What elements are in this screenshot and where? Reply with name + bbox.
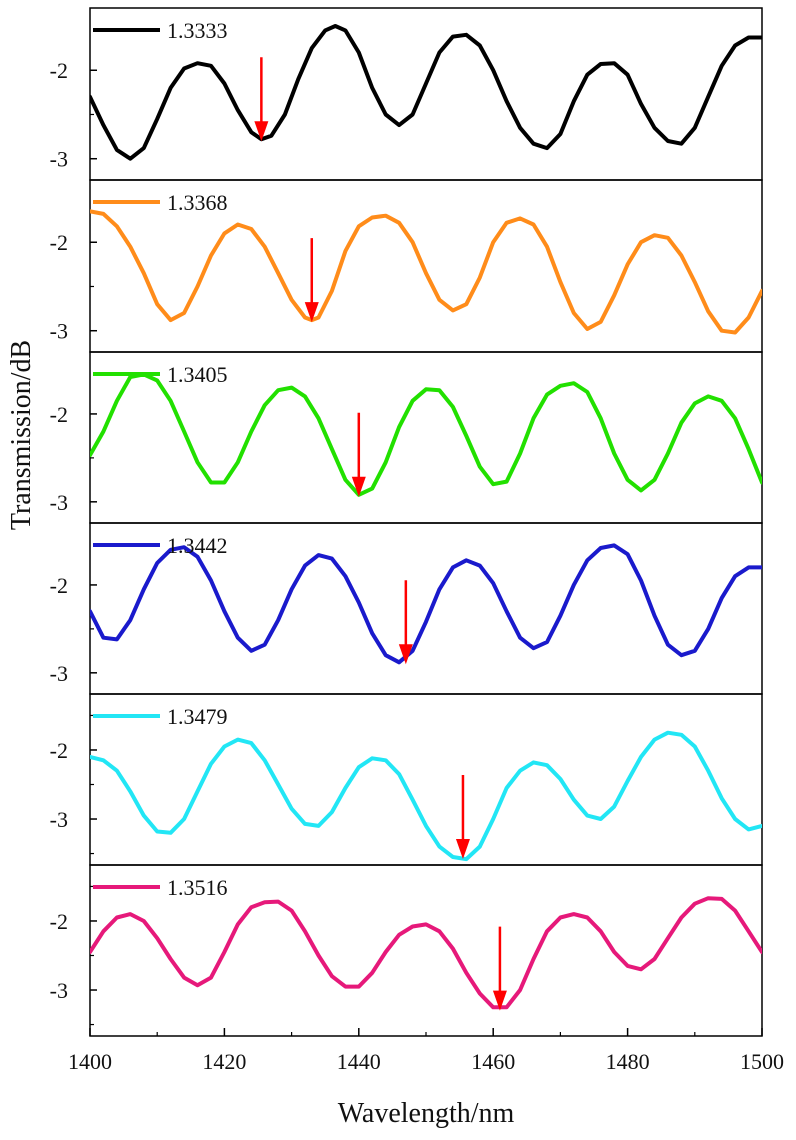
x-tick-label: 1480 xyxy=(606,1049,650,1074)
dip-arrow xyxy=(304,238,319,323)
dip-arrow xyxy=(351,412,366,497)
y-tick-label: -2 xyxy=(50,402,68,427)
dip-arrow xyxy=(254,57,269,142)
y-tick-label: -3 xyxy=(50,978,68,1003)
panel-1.3368: -2 -3 1.3368 xyxy=(50,179,763,353)
series-line-1.3333 xyxy=(90,24,762,161)
y-tick-label: -2 xyxy=(50,573,68,598)
panel-1.3516: -2 -3 1.3516 xyxy=(50,864,763,1037)
legend-label: 1.3442 xyxy=(167,533,228,558)
series-line-1.3479 xyxy=(90,730,762,862)
y-axis-title: Transmission/dB xyxy=(6,340,37,530)
legend-label: 1.3516 xyxy=(167,875,228,900)
y-tick-label: -2 xyxy=(50,230,68,255)
x-tick-label: 1460 xyxy=(471,1049,515,1074)
legend-label: 1.3479 xyxy=(167,704,228,729)
x-axis: 1400 1420 1440 1460 1480 1500 xyxy=(68,1028,784,1074)
series-line-1.3442 xyxy=(90,543,762,665)
legend-label: 1.3405 xyxy=(167,362,228,387)
y-tick-label: -3 xyxy=(50,807,68,832)
legend-label: 1.3368 xyxy=(167,190,228,215)
dip-arrow xyxy=(398,580,413,665)
dip-arrow xyxy=(455,775,470,859)
x-tick-label: 1420 xyxy=(202,1049,246,1074)
legend-label: 1.3333 xyxy=(167,18,228,43)
panel-1.3442: -2 -3 1.3442 xyxy=(50,522,763,695)
series-line-1.3405 xyxy=(90,372,762,497)
y-tick-label: -2 xyxy=(50,58,68,83)
x-tick-label: 1500 xyxy=(740,1049,784,1074)
y-tick-label: -3 xyxy=(50,319,68,344)
y-tick-label: -2 xyxy=(50,738,68,763)
dip-arrow xyxy=(492,926,507,1011)
x-axis-title: Wavelength/nm xyxy=(338,1098,515,1129)
series-line-1.3516 xyxy=(90,896,762,1010)
x-tick-label: 1400 xyxy=(68,1049,112,1074)
series-line-1.3368 xyxy=(90,209,762,335)
panel-1.3479: -2 -3 1.3479 xyxy=(50,693,763,866)
y-tick-label: -3 xyxy=(50,147,68,172)
y-tick-label: -2 xyxy=(50,909,68,934)
panel-1.3405: -2 -3 1.3405 xyxy=(50,351,763,524)
y-tick-label: -3 xyxy=(50,661,68,686)
x-tick-label: 1440 xyxy=(337,1049,381,1074)
panel-1.3333: -2 -3 1.3333 xyxy=(50,7,763,181)
y-tick-label: -3 xyxy=(50,490,68,515)
chart-panels: -2 -3 1.3333 -2 -3 1.3368 -2 -3 1.3405 -2 -3 1.3442… xyxy=(50,7,763,1037)
